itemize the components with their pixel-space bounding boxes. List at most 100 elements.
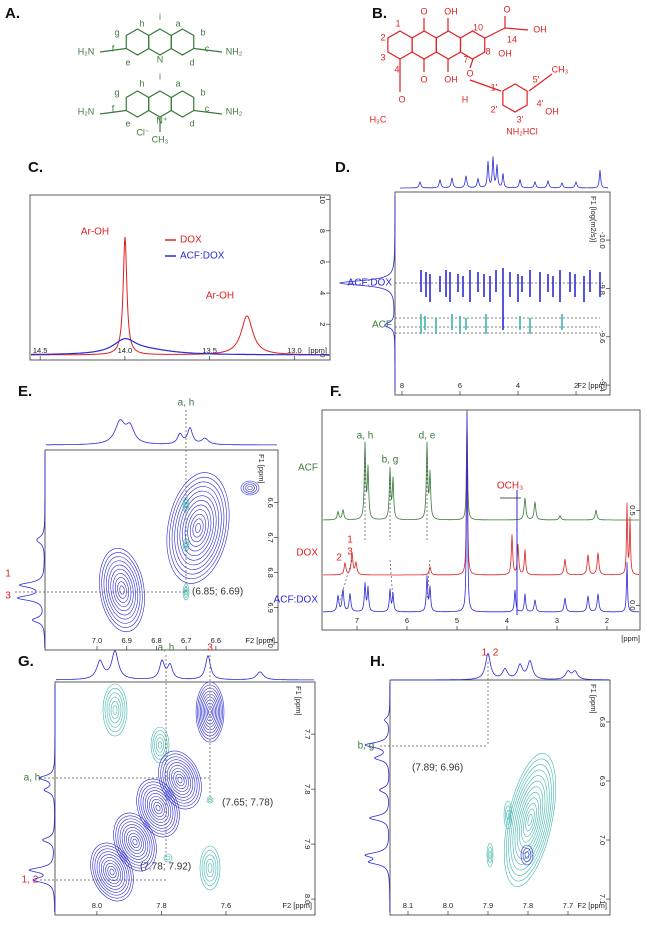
contour [105, 560, 139, 620]
ring [387, 30, 413, 60]
contour [149, 796, 167, 820]
y-tick-label: 6.9 [598, 776, 607, 786]
atom-label: 2' [491, 104, 498, 114]
x-tick-label: 7.7 [563, 901, 573, 910]
projection [16, 452, 46, 648]
x-tick-label: 7 [355, 616, 359, 625]
contour [514, 780, 546, 860]
contour [523, 803, 537, 837]
contour [183, 540, 189, 550]
contour [99, 547, 145, 633]
contour [108, 564, 136, 616]
atom-label: H₂N [78, 106, 95, 116]
contour [195, 681, 225, 743]
contour [166, 762, 194, 798]
atom-label: c [205, 43, 210, 53]
atom-label: N [157, 54, 164, 64]
atom-label: e [125, 57, 130, 67]
guide-line [339, 559, 353, 601]
y-tick-label: 7.8 [303, 784, 312, 794]
atom-label: i [159, 11, 161, 21]
x-tick-label: 13.5 [202, 346, 217, 355]
y-tick-label: -9.8 [598, 282, 607, 295]
annotation: OCH₃ [497, 481, 523, 492]
annotation: Ar-OH [81, 227, 109, 238]
contour [208, 798, 212, 802]
annotation: 1 [5, 569, 11, 580]
guide-line [426, 559, 431, 601]
x-tick-label: 6.6 [211, 636, 221, 645]
annotation: 3 [347, 547, 353, 558]
contour [115, 815, 155, 869]
y-tick-label: 8 [318, 229, 327, 233]
atom-label: OH [533, 24, 547, 34]
contour [142, 787, 174, 829]
x-tick-label: 8.0 [92, 901, 102, 910]
contour [184, 504, 212, 552]
contour [92, 845, 132, 899]
contour [206, 705, 214, 719]
spectrum [323, 411, 639, 613]
atom-label: 7 [463, 54, 468, 64]
contour [175, 773, 185, 787]
contour [525, 808, 535, 832]
contour [169, 476, 227, 580]
atom-label: O [503, 4, 510, 14]
contour [110, 701, 120, 719]
atom-label: 10 [473, 22, 483, 32]
contour [113, 812, 157, 872]
x-tick-label: 14.0 [118, 346, 133, 355]
contour [101, 552, 143, 628]
contour [163, 853, 173, 863]
projection [338, 196, 396, 392]
contour [103, 556, 141, 624]
atom-label: h [139, 78, 144, 88]
annotation: ACF [298, 463, 318, 474]
atom-label: 4 [394, 64, 399, 74]
annotation: DOX [296, 548, 318, 559]
contour [112, 705, 118, 715]
contour [117, 581, 127, 599]
contour [102, 683, 128, 737]
annotation: ACF:DOX [348, 278, 393, 289]
contour [112, 573, 132, 607]
atom-label: c [205, 103, 210, 113]
contour [192, 518, 204, 538]
x-tick-label: 3 [555, 616, 559, 625]
atom-label: O [398, 94, 405, 104]
x-tick-label: 8.1 [403, 901, 413, 910]
atom-label: d [189, 57, 194, 67]
contour [156, 737, 164, 753]
atom-label: Cl⁻ [136, 127, 149, 137]
y-tick-label: 7.9 [303, 839, 312, 849]
atom-label: 14 [507, 34, 517, 44]
contour [527, 814, 533, 826]
bond [193, 109, 223, 115]
spectrum [323, 409, 639, 521]
ring [125, 90, 150, 118]
spectrum [400, 156, 608, 189]
atom-label: g [114, 87, 119, 97]
atom-label: f [112, 103, 115, 113]
y-tick-label: 10 [318, 195, 327, 203]
y-tick-label: 6.9 [266, 602, 275, 612]
y-axis-label: F1 [ppm] [589, 684, 598, 714]
annotation: 1, 2 [482, 648, 499, 659]
atom-label: NH₂HCl [506, 126, 538, 136]
contour [140, 784, 176, 832]
contour [158, 750, 202, 810]
y-tick-label: 0.0 [628, 600, 637, 610]
atom-label: H₂N [78, 46, 95, 56]
bond [99, 109, 127, 115]
atom-label: a [175, 18, 180, 28]
contour [151, 798, 165, 818]
bond [99, 47, 127, 53]
atom-label: 3' [517, 114, 524, 124]
plot-frame [54, 681, 316, 916]
x-tick-label: 8.0 [443, 901, 453, 910]
atom-label: OH [545, 106, 559, 116]
contour [157, 741, 163, 749]
contour [176, 490, 220, 566]
contour [171, 481, 225, 575]
contour [105, 862, 119, 882]
